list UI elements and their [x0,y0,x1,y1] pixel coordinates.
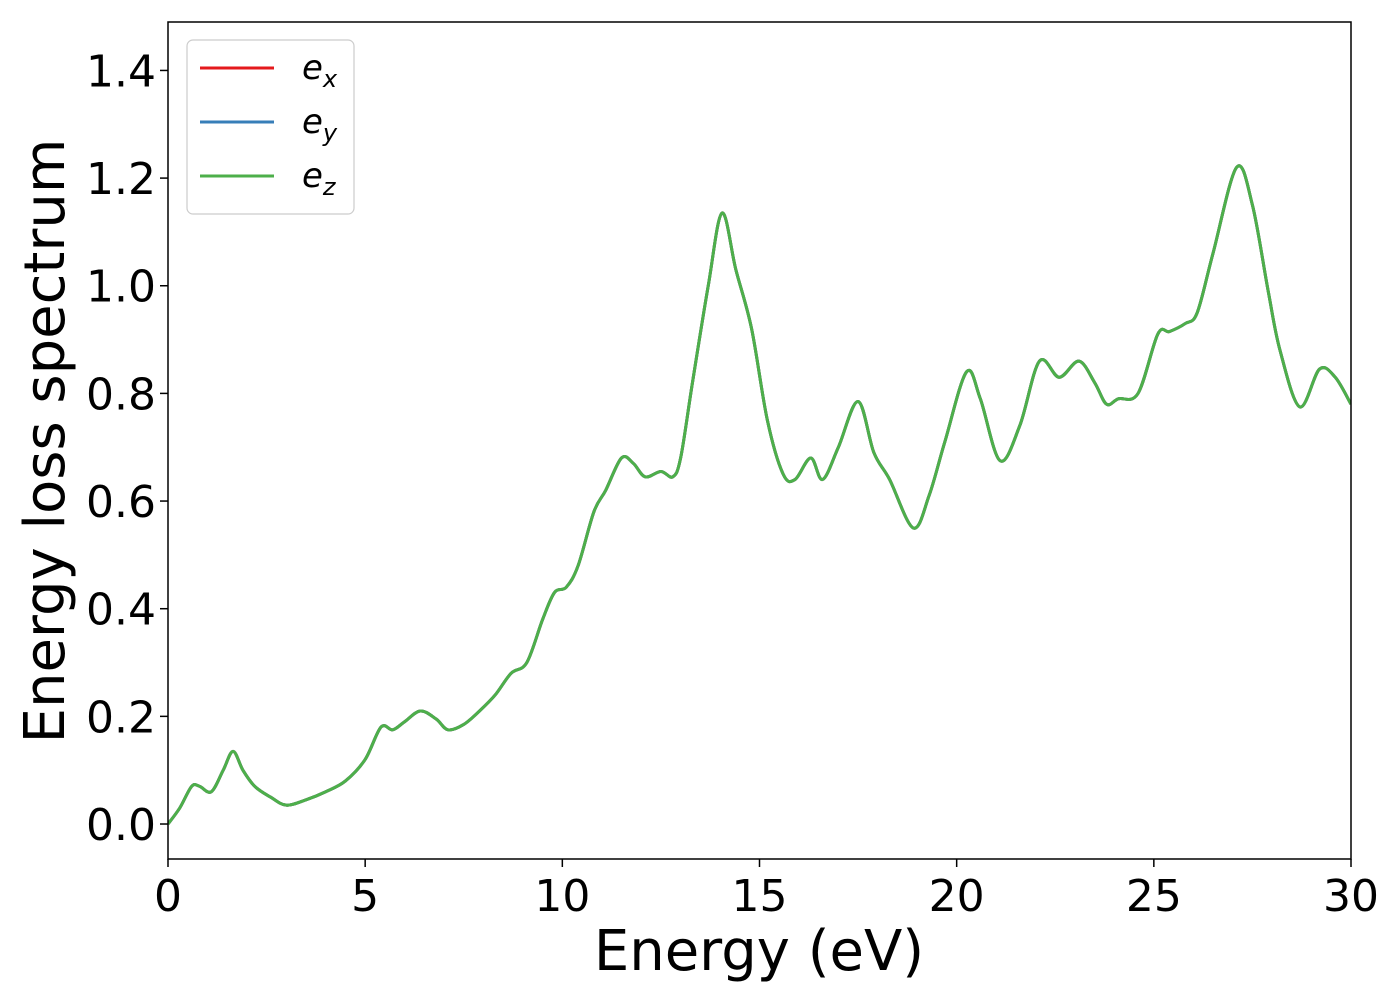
x-tick-label: 30 [1323,871,1379,922]
legend-box [186,39,355,215]
y-tick-label: 1.0 [86,262,156,313]
y-tick-label: 0.2 [86,692,156,743]
y-axis-label: Energy loss spectrum [13,139,78,744]
x-tick-label: 10 [534,871,590,922]
y-tick-label: 0.0 [86,800,156,851]
series-layer [168,164,1351,825]
series-line-e-z [168,164,1351,825]
x-tick-label: 20 [929,871,985,922]
x-tick-label: 5 [351,871,379,922]
x-tick-label: 0 [154,871,182,922]
y-tick-label: 0.6 [86,477,156,528]
y-tick-label: 1.4 [86,46,156,97]
legend-label-e-y: ey [302,102,338,147]
x-tick-label: 25 [1126,871,1182,922]
y-tick-label: 0.8 [86,369,156,420]
x-axis-ticks: 0 5 10 15 20 25 30 [154,859,1379,922]
series-line-e-x [168,164,1351,825]
legend-label-e-z: ez [302,156,337,201]
y-axis-ticks: 0.0 0.2 0.4 0.6 0.8 1.0 1.2 1.4 [86,46,168,851]
y-tick-label: 1.2 [86,154,156,205]
legend-label-e-x: ex [302,48,338,93]
x-tick-label: 15 [732,871,788,922]
series-line-e-y [168,164,1351,825]
x-axis-label: Energy (eV) [594,919,924,984]
legend: ex ey ez [186,39,355,215]
y-tick-label: 0.4 [86,585,156,636]
